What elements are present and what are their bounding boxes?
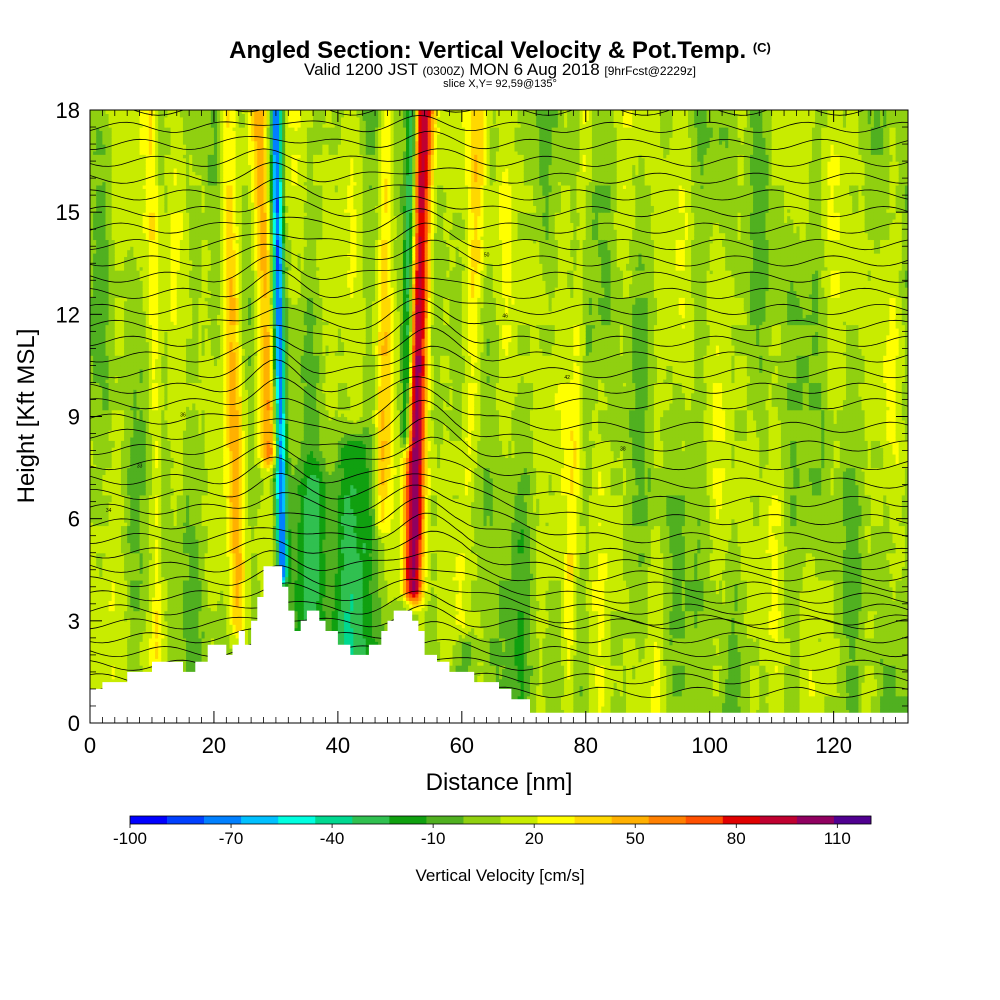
section-chart: 50464238363334 0 20 40 60 80 100 1200369121518… (0, 0, 1000, 1000)
velocity-heatmap (90, 107, 909, 724)
